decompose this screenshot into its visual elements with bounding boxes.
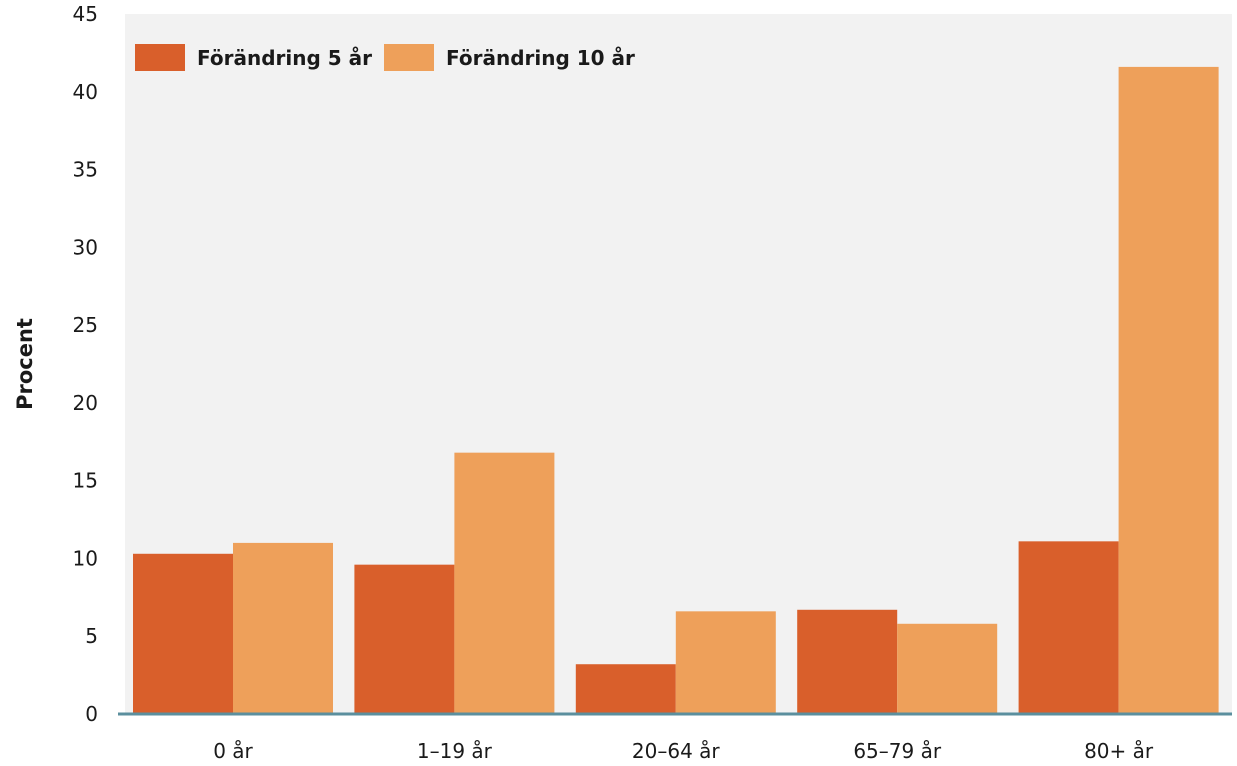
x-tick-label: 1–19 år	[417, 739, 493, 763]
legend-swatch-10ar	[384, 44, 434, 71]
x-tick-label: 20–64 år	[632, 739, 721, 763]
legend-label-5ar: Förändring 5 år	[197, 46, 372, 70]
y-tick-label: 5	[85, 624, 98, 648]
x-tick-label: 65–79 år	[853, 739, 942, 763]
legend: Förändring 5 år Förändring 10 år	[135, 44, 635, 71]
y-tick-label: 35	[73, 158, 98, 182]
bar-5ar-0	[133, 553, 233, 714]
legend-label-10ar: Förändring 10 år	[446, 46, 635, 70]
y-tick-label: 0	[85, 702, 98, 726]
bar-5ar-2	[575, 664, 676, 714]
bar-10ar-4	[1118, 66, 1219, 714]
bar-10ar-3	[897, 623, 998, 714]
y-tick-label: 10	[73, 546, 98, 570]
y-axis-ticks: 0 5 10 15 20 25 30 35 40 45	[73, 2, 98, 726]
bar-10ar-1	[454, 452, 555, 714]
bars	[133, 66, 1219, 714]
y-axis-label: Procent	[13, 318, 37, 410]
bar-10ar-2	[675, 611, 776, 714]
x-tick-label: 0 år	[213, 739, 253, 763]
bar-5ar-4	[1018, 541, 1119, 714]
bar-10ar-0	[233, 542, 333, 714]
y-tick-label: 30	[73, 235, 98, 259]
y-tick-label: 20	[73, 391, 98, 415]
x-axis-ticks: 0 år 1–19 år 20–64 år 65–79 år 80+ år	[213, 739, 1154, 763]
y-tick-label: 45	[73, 2, 98, 26]
y-tick-label: 15	[73, 469, 98, 493]
x-tick-label: 80+ år	[1084, 739, 1154, 763]
legend-swatch-5ar	[135, 44, 185, 71]
bar-5ar-3	[797, 609, 898, 714]
y-tick-label: 25	[73, 313, 98, 337]
bar-5ar-1	[354, 564, 455, 714]
y-tick-label: 40	[73, 80, 98, 104]
